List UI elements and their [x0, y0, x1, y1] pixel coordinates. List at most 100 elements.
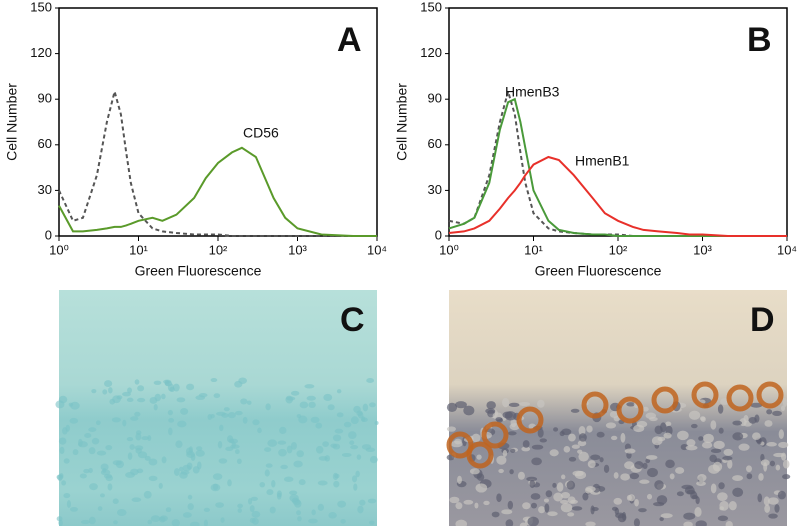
- cell-texture: [296, 414, 302, 419]
- cell-texture: [147, 435, 152, 441]
- cell-texture: [102, 389, 108, 395]
- cell-texture: [351, 475, 358, 483]
- cell-texture: [333, 480, 340, 488]
- cell-texture: [491, 511, 500, 518]
- cell-texture: [522, 502, 531, 510]
- cell-texture: [611, 506, 618, 511]
- cell-texture: [507, 500, 514, 510]
- cell-texture: [304, 384, 315, 389]
- cell-texture: [686, 439, 696, 447]
- cell-texture: [718, 427, 724, 434]
- cell-texture: [88, 516, 96, 525]
- cell-texture: [311, 509, 316, 516]
- cell-texture: [267, 439, 278, 447]
- cell-texture: [676, 491, 684, 497]
- cell-texture: [782, 459, 790, 469]
- cell-texture: [359, 499, 366, 506]
- cell-texture: [226, 435, 234, 443]
- cell-texture: [496, 455, 507, 465]
- cell-texture: [549, 449, 559, 457]
- stained-cell: [516, 406, 544, 434]
- cell-texture: [507, 431, 517, 436]
- cell-texture: [324, 455, 331, 462]
- cell-texture: [277, 440, 287, 445]
- cell-texture: [591, 507, 599, 512]
- cell-texture: [213, 393, 221, 399]
- cell-texture: [238, 377, 247, 385]
- cell-texture: [659, 517, 664, 522]
- y-axis-label: Cell Number: [4, 83, 20, 161]
- cell-texture: [298, 479, 306, 486]
- cell-texture: [578, 425, 586, 436]
- cell-texture: [69, 506, 78, 512]
- cell-texture: [732, 432, 744, 441]
- cell-texture: [454, 438, 462, 445]
- cell-texture: [348, 431, 357, 440]
- cell-texture: [296, 450, 304, 458]
- x-tick-label: 10¹: [129, 242, 148, 257]
- x-tick-label: 10³: [288, 242, 307, 257]
- cell-texture: [192, 466, 200, 474]
- cell-texture: [449, 496, 460, 504]
- cell-texture: [571, 506, 583, 511]
- cell-texture: [161, 393, 166, 400]
- cell-texture: [519, 522, 527, 526]
- cell-texture: [677, 430, 689, 441]
- cell-texture: [63, 492, 71, 499]
- cell-texture: [164, 379, 170, 386]
- cell-texture: [369, 520, 375, 525]
- cell-texture: [656, 495, 668, 505]
- cell-texture: [566, 480, 576, 490]
- cell-texture: [95, 420, 101, 426]
- cell-texture: [646, 493, 653, 500]
- cell-texture: [353, 483, 358, 491]
- cell-texture: [149, 397, 158, 404]
- cell-texture: [126, 437, 134, 442]
- cell-texture: [279, 426, 287, 435]
- cell-texture: [180, 470, 190, 475]
- cell-texture: [259, 481, 266, 488]
- cell-texture: [79, 473, 87, 479]
- cell-texture: [636, 420, 648, 428]
- cell-texture: [350, 416, 359, 425]
- y-tick-label: 0: [45, 227, 52, 242]
- cell-texture: [629, 472, 640, 480]
- cell-texture: [596, 431, 605, 438]
- cell-texture: [455, 401, 467, 409]
- cell-texture: [172, 383, 180, 392]
- y-tick-label: 30: [428, 182, 442, 197]
- cell-texture: [634, 498, 639, 507]
- cell-texture: [701, 441, 713, 449]
- cell-texture: [234, 449, 240, 455]
- cell-texture: [775, 464, 781, 471]
- cell-texture: [642, 462, 648, 470]
- cell-texture: [343, 421, 352, 428]
- cell-texture: [522, 440, 530, 448]
- cell-texture: [498, 468, 504, 474]
- cell-texture: [355, 470, 360, 478]
- cell-texture: [603, 464, 610, 474]
- cell-texture: [474, 502, 479, 509]
- cell-texture: [340, 518, 346, 524]
- cell-texture: [778, 441, 789, 449]
- cell-texture: [560, 492, 571, 499]
- x-tick-label: 10⁰: [49, 242, 69, 257]
- y-tick-label: 150: [30, 0, 52, 14]
- cell-texture: [710, 483, 717, 494]
- cell-texture: [165, 507, 172, 513]
- cell-texture: [642, 406, 649, 412]
- panel-label: C: [340, 301, 365, 339]
- cell-texture: [56, 474, 64, 480]
- cell-texture: [150, 515, 161, 522]
- cell-texture: [510, 448, 516, 453]
- cell-texture: [698, 436, 704, 441]
- cell-texture: [220, 517, 225, 523]
- cell-texture: [247, 498, 253, 505]
- cell-texture: [502, 397, 510, 408]
- cell-texture: [505, 519, 514, 526]
- histogram-line: [58, 146, 377, 237]
- cell-texture: [495, 417, 503, 422]
- cell-texture: [713, 440, 725, 450]
- cell-texture: [137, 397, 146, 403]
- y-tick-label: 90: [38, 91, 52, 106]
